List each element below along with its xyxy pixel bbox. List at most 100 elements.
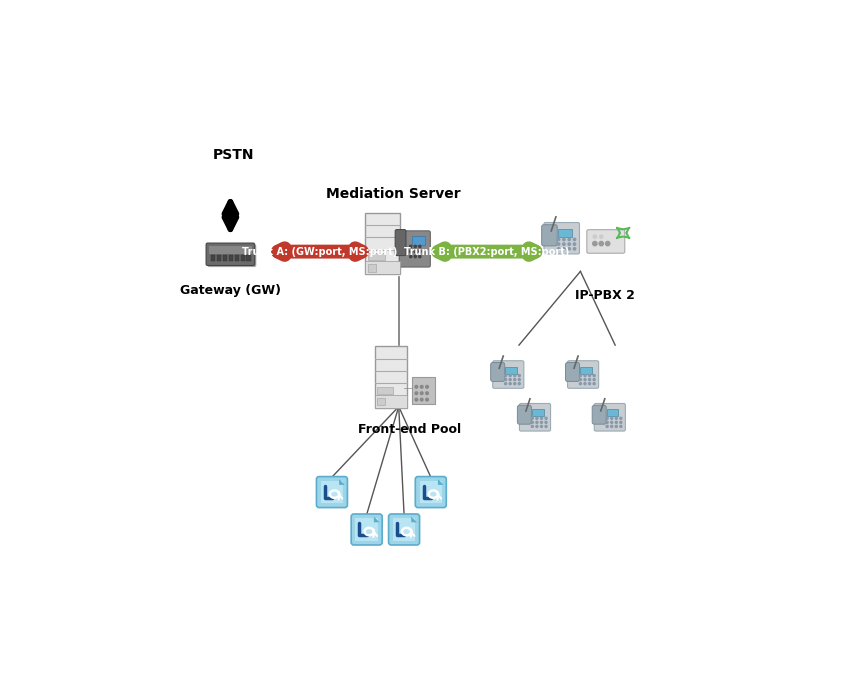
Circle shape [574, 243, 575, 245]
Circle shape [518, 379, 520, 380]
FancyBboxPatch shape [519, 403, 551, 431]
FancyBboxPatch shape [491, 362, 505, 382]
Circle shape [415, 385, 418, 388]
Circle shape [563, 238, 565, 241]
Circle shape [611, 425, 613, 428]
Circle shape [206, 137, 254, 185]
Circle shape [531, 425, 534, 428]
FancyBboxPatch shape [565, 362, 580, 382]
Circle shape [592, 242, 597, 246]
Circle shape [426, 385, 428, 388]
FancyBboxPatch shape [317, 477, 347, 507]
Circle shape [514, 379, 516, 380]
Circle shape [540, 425, 542, 428]
Circle shape [193, 149, 214, 170]
Circle shape [563, 248, 565, 250]
Circle shape [574, 248, 575, 250]
Circle shape [593, 235, 597, 238]
FancyBboxPatch shape [505, 366, 517, 373]
Circle shape [611, 421, 613, 423]
Circle shape [409, 251, 412, 253]
Circle shape [420, 398, 423, 401]
FancyBboxPatch shape [351, 514, 382, 545]
FancyBboxPatch shape [395, 230, 406, 255]
Circle shape [574, 238, 575, 241]
Circle shape [536, 417, 538, 419]
Circle shape [202, 138, 232, 168]
Circle shape [192, 148, 214, 170]
Circle shape [540, 421, 542, 423]
FancyBboxPatch shape [217, 255, 221, 261]
FancyBboxPatch shape [365, 213, 400, 274]
Circle shape [620, 425, 622, 428]
Circle shape [219, 128, 248, 158]
Text: Trunk B: (PBX2:port, MS:port): Trunk B: (PBX2:port, MS:port) [404, 246, 569, 257]
FancyBboxPatch shape [206, 243, 254, 266]
Circle shape [593, 379, 595, 380]
Text: PSTN: PSTN [212, 149, 254, 162]
FancyBboxPatch shape [420, 481, 442, 503]
Bar [368, 264, 376, 271]
Circle shape [505, 382, 506, 384]
Circle shape [509, 379, 511, 380]
FancyBboxPatch shape [368, 253, 386, 260]
FancyBboxPatch shape [393, 518, 415, 541]
Circle shape [580, 375, 581, 377]
Circle shape [620, 417, 622, 419]
FancyBboxPatch shape [592, 405, 606, 424]
Circle shape [409, 245, 412, 248]
FancyBboxPatch shape [247, 255, 251, 261]
Circle shape [531, 421, 534, 423]
Circle shape [420, 385, 423, 388]
Circle shape [545, 421, 547, 423]
Circle shape [600, 235, 603, 238]
Text: Gateway (GW): Gateway (GW) [180, 284, 281, 296]
Text: Front-end Pool: Front-end Pool [358, 423, 461, 436]
Circle shape [606, 425, 608, 428]
Circle shape [536, 425, 538, 428]
Circle shape [615, 425, 617, 428]
Circle shape [593, 375, 595, 377]
FancyBboxPatch shape [587, 230, 625, 253]
Text: Mediation Server: Mediation Server [326, 187, 460, 201]
Circle shape [217, 127, 249, 159]
Circle shape [238, 135, 264, 160]
Circle shape [426, 392, 428, 395]
Circle shape [531, 417, 534, 419]
Circle shape [237, 133, 265, 161]
Circle shape [207, 137, 254, 185]
Circle shape [557, 238, 560, 241]
Circle shape [247, 146, 270, 170]
FancyBboxPatch shape [229, 255, 233, 261]
Polygon shape [438, 480, 443, 485]
Circle shape [589, 382, 591, 384]
Circle shape [568, 248, 570, 250]
Circle shape [514, 382, 516, 384]
FancyBboxPatch shape [558, 229, 572, 237]
Circle shape [593, 382, 595, 384]
FancyBboxPatch shape [374, 395, 407, 408]
Circle shape [509, 382, 511, 384]
FancyBboxPatch shape [211, 255, 215, 261]
FancyBboxPatch shape [321, 481, 343, 503]
FancyBboxPatch shape [493, 361, 524, 389]
Circle shape [615, 417, 617, 419]
Circle shape [606, 242, 610, 246]
Circle shape [545, 425, 547, 428]
FancyBboxPatch shape [412, 236, 425, 245]
Circle shape [426, 398, 428, 401]
Text: Trunk A: (GW:port, MS:port): Trunk A: (GW:port, MS:port) [243, 246, 397, 257]
Circle shape [568, 243, 570, 245]
Circle shape [599, 242, 603, 246]
FancyBboxPatch shape [415, 477, 446, 507]
Circle shape [248, 147, 269, 169]
Circle shape [584, 379, 586, 380]
Circle shape [580, 382, 581, 384]
Circle shape [409, 255, 412, 257]
FancyBboxPatch shape [532, 409, 544, 416]
FancyBboxPatch shape [517, 405, 531, 424]
FancyBboxPatch shape [374, 346, 407, 408]
Circle shape [414, 251, 416, 253]
FancyBboxPatch shape [377, 387, 393, 394]
FancyBboxPatch shape [389, 514, 420, 545]
